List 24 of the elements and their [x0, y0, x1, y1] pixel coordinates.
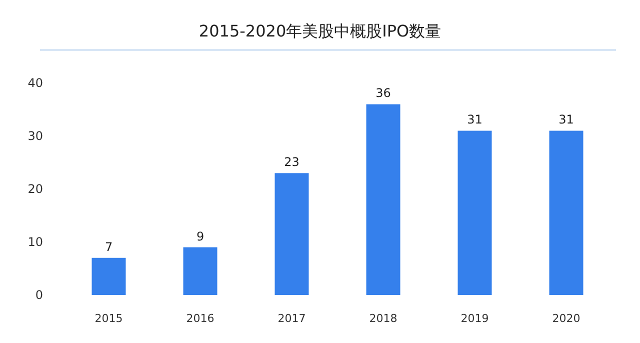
data-label: 31 — [467, 112, 482, 127]
bar — [274, 173, 309, 295]
y-tick-label: 0 — [35, 288, 43, 302]
bar — [458, 130, 492, 295]
bar — [92, 258, 126, 295]
bar — [366, 104, 400, 295]
chart-title: 2015-2020年美股中概股IPO数量 — [198, 22, 442, 40]
x-tick-label: 2015 — [94, 312, 123, 325]
bar — [549, 130, 584, 295]
data-label: 31 — [558, 112, 574, 127]
y-tick-label: 30 — [28, 129, 43, 143]
x-tick-label: 2019 — [460, 312, 489, 325]
y-tick-label: 40 — [28, 76, 43, 90]
x-tick-label: 2017 — [278, 312, 306, 325]
x-tick-label: 2018 — [369, 312, 398, 325]
data-label: 9 — [196, 229, 204, 244]
x-tick-label: 2016 — [186, 312, 214, 325]
data-label: 7 — [104, 240, 113, 254]
y-tick-label: 10 — [28, 235, 43, 249]
data-label: 36 — [376, 86, 391, 100]
bar — [183, 247, 218, 295]
y-tick-label: 20 — [28, 182, 43, 196]
data-label: 23 — [284, 155, 300, 170]
x-tick-label: 2020 — [552, 312, 580, 325]
